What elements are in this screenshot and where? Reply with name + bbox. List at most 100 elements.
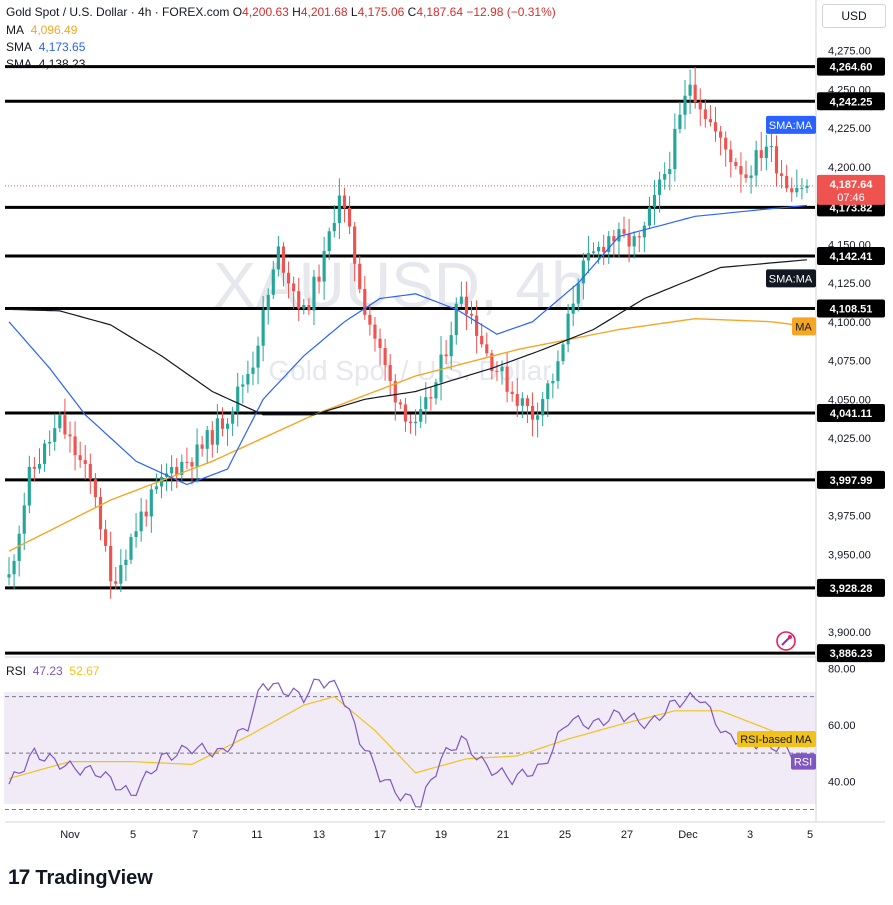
candle-body	[256, 345, 260, 368]
level-label-box	[817, 578, 885, 597]
candle-body	[124, 559, 128, 566]
candle-body	[210, 430, 214, 445]
candle-body	[159, 476, 164, 487]
candle-body	[678, 114, 682, 129]
open-value: 4,200.63	[242, 5, 289, 19]
candle-body	[780, 173, 784, 176]
candle-body	[154, 486, 158, 490]
sma-slow-label: SMA	[6, 57, 33, 71]
price-tick-label: 4,075.00	[828, 356, 871, 368]
candle-body	[48, 441, 52, 444]
candle-body	[764, 146, 768, 159]
sma-slow-legend[interactable]: SMA 4,138.23	[6, 57, 85, 72]
candle-body	[281, 246, 286, 273]
horizontal-levels	[5, 65, 815, 655]
level-label-box	[817, 404, 885, 423]
time-tick-label: 27	[621, 829, 633, 841]
level-label: 3,928.28	[830, 583, 873, 595]
candle-body	[83, 460, 87, 464]
candle-body	[373, 324, 377, 339]
candle-body	[317, 276, 321, 282]
candle-body	[332, 222, 336, 232]
candle-body	[12, 560, 16, 575]
candle-body	[53, 428, 57, 442]
candle-body	[551, 380, 555, 384]
candle-body	[439, 354, 443, 383]
tradingview-logo[interactable]: 17 TradingView	[8, 866, 153, 890]
candle-body	[759, 150, 763, 159]
candle-body	[342, 195, 347, 208]
candle-body	[632, 236, 636, 247]
candle-body	[754, 150, 758, 176]
candle-body	[744, 174, 748, 178]
candle-body	[708, 119, 713, 123]
candle-body	[627, 233, 631, 247]
candle-body	[68, 434, 72, 437]
price-tick-label: 3,900.00	[828, 627, 871, 639]
level-label: 4,264.60	[830, 62, 873, 74]
candle-body	[571, 303, 575, 314]
candle-body	[622, 229, 626, 234]
candle-body	[312, 276, 316, 311]
candle-body	[719, 131, 723, 138]
candle-body	[586, 252, 591, 261]
currency-button[interactable]: USD	[822, 4, 886, 28]
candle-body	[505, 366, 509, 392]
candle-body	[581, 260, 585, 284]
sma-fast-legend[interactable]: SMA 4,173.65	[6, 40, 85, 55]
countdown-label: 07:46	[837, 192, 865, 204]
candle-body	[175, 467, 179, 475]
candle-body	[251, 367, 255, 374]
rsi-legend[interactable]: RSI 47.23 52.67	[6, 664, 99, 679]
sma-fast-line	[8, 204, 808, 486]
candle-body	[307, 304, 311, 311]
level-label: 4,242.25	[830, 96, 873, 108]
candle-body	[195, 444, 199, 467]
alert-icon[interactable]	[776, 631, 796, 651]
candle-body	[515, 394, 519, 406]
level-label-box	[817, 92, 885, 111]
header-line-1: Gold Spot / U.S. Dollar · 4h · FOREX.com…	[6, 5, 556, 20]
time-tick-label: 17	[374, 829, 386, 841]
candle-body	[597, 246, 601, 252]
candle-body	[769, 146, 773, 148]
candle-body	[739, 166, 743, 175]
level-label: 4,173.82	[830, 202, 873, 214]
candle-body	[383, 347, 387, 366]
candle-body	[464, 296, 469, 314]
indicator-badge	[766, 115, 816, 134]
ma-legend[interactable]: MA 4,096.49	[6, 23, 77, 38]
candle-body	[658, 179, 662, 195]
rsi-badge-label: RSI	[794, 757, 812, 769]
candle-body	[602, 246, 606, 253]
candle-body	[485, 344, 489, 354]
candle-body	[536, 415, 540, 420]
price-tick-label: 4,125.00	[828, 278, 871, 290]
candle-body	[414, 421, 418, 424]
candle-body	[17, 533, 21, 561]
candle-body	[683, 95, 687, 115]
candle-body	[617, 229, 621, 242]
symbol-title[interactable]: Gold Spot / U.S. Dollar · 4h · FOREX.com	[6, 5, 230, 19]
candle-body	[729, 149, 733, 162]
ma-label: MA	[6, 23, 24, 37]
candle-body	[724, 137, 728, 150]
candle-body	[73, 436, 77, 456]
candle-body	[205, 430, 209, 449]
candle-body	[63, 415, 67, 435]
candle-body	[190, 462, 194, 467]
candle-body	[119, 565, 123, 584]
time-tick-label: 13	[313, 829, 325, 841]
candle-body	[302, 304, 306, 309]
candle-body	[444, 354, 448, 357]
price-tick-label: 3,950.00	[828, 549, 871, 561]
candle-body	[561, 344, 565, 362]
rsi-badge-label: RSI-based MA	[740, 734, 812, 746]
candle-body	[546, 383, 550, 400]
candle-body	[225, 423, 230, 429]
candle-body	[419, 409, 423, 422]
candle-body	[358, 263, 362, 289]
candle-body	[22, 505, 26, 534]
candle-body	[393, 381, 397, 403]
